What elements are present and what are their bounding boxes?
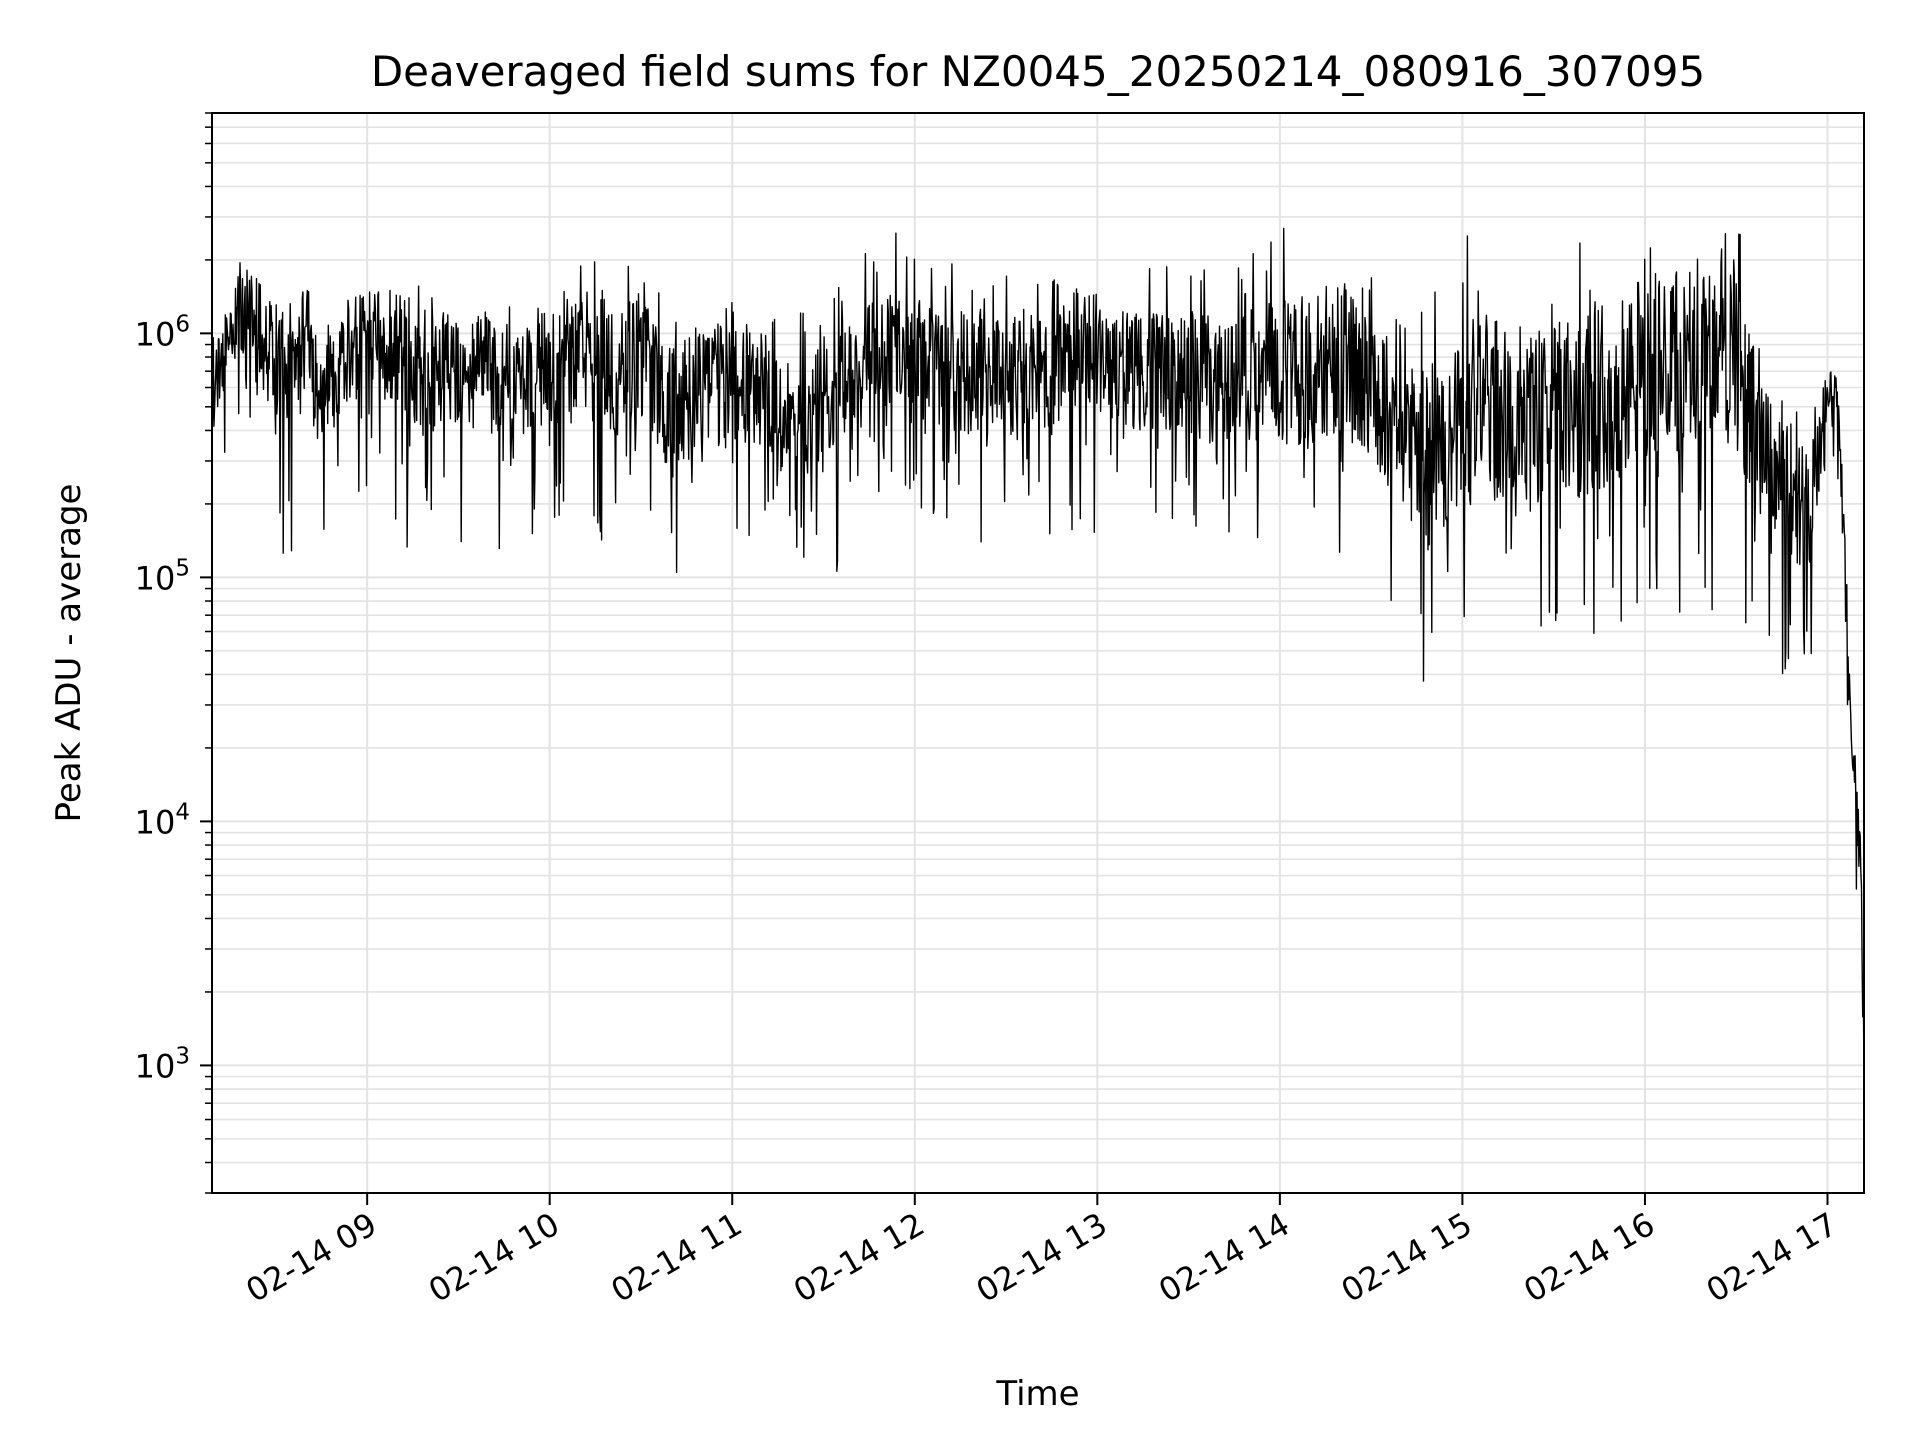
y-tick-label: 106 [135,311,190,353]
x-axis-label: Time [995,1374,1079,1414]
series-line-layer [211,227,1865,1077]
y-tick-label: 104 [135,799,190,841]
y-tick-label: 103 [135,1043,190,1085]
y-axis-label: Peak ADU - average [49,484,89,823]
chart-title: Deaveraged field sums for NZ0045_2025021… [371,47,1705,96]
series-line [211,227,1865,1077]
plot-frame [211,112,1865,1194]
y-tick-label: 105 [135,555,190,597]
